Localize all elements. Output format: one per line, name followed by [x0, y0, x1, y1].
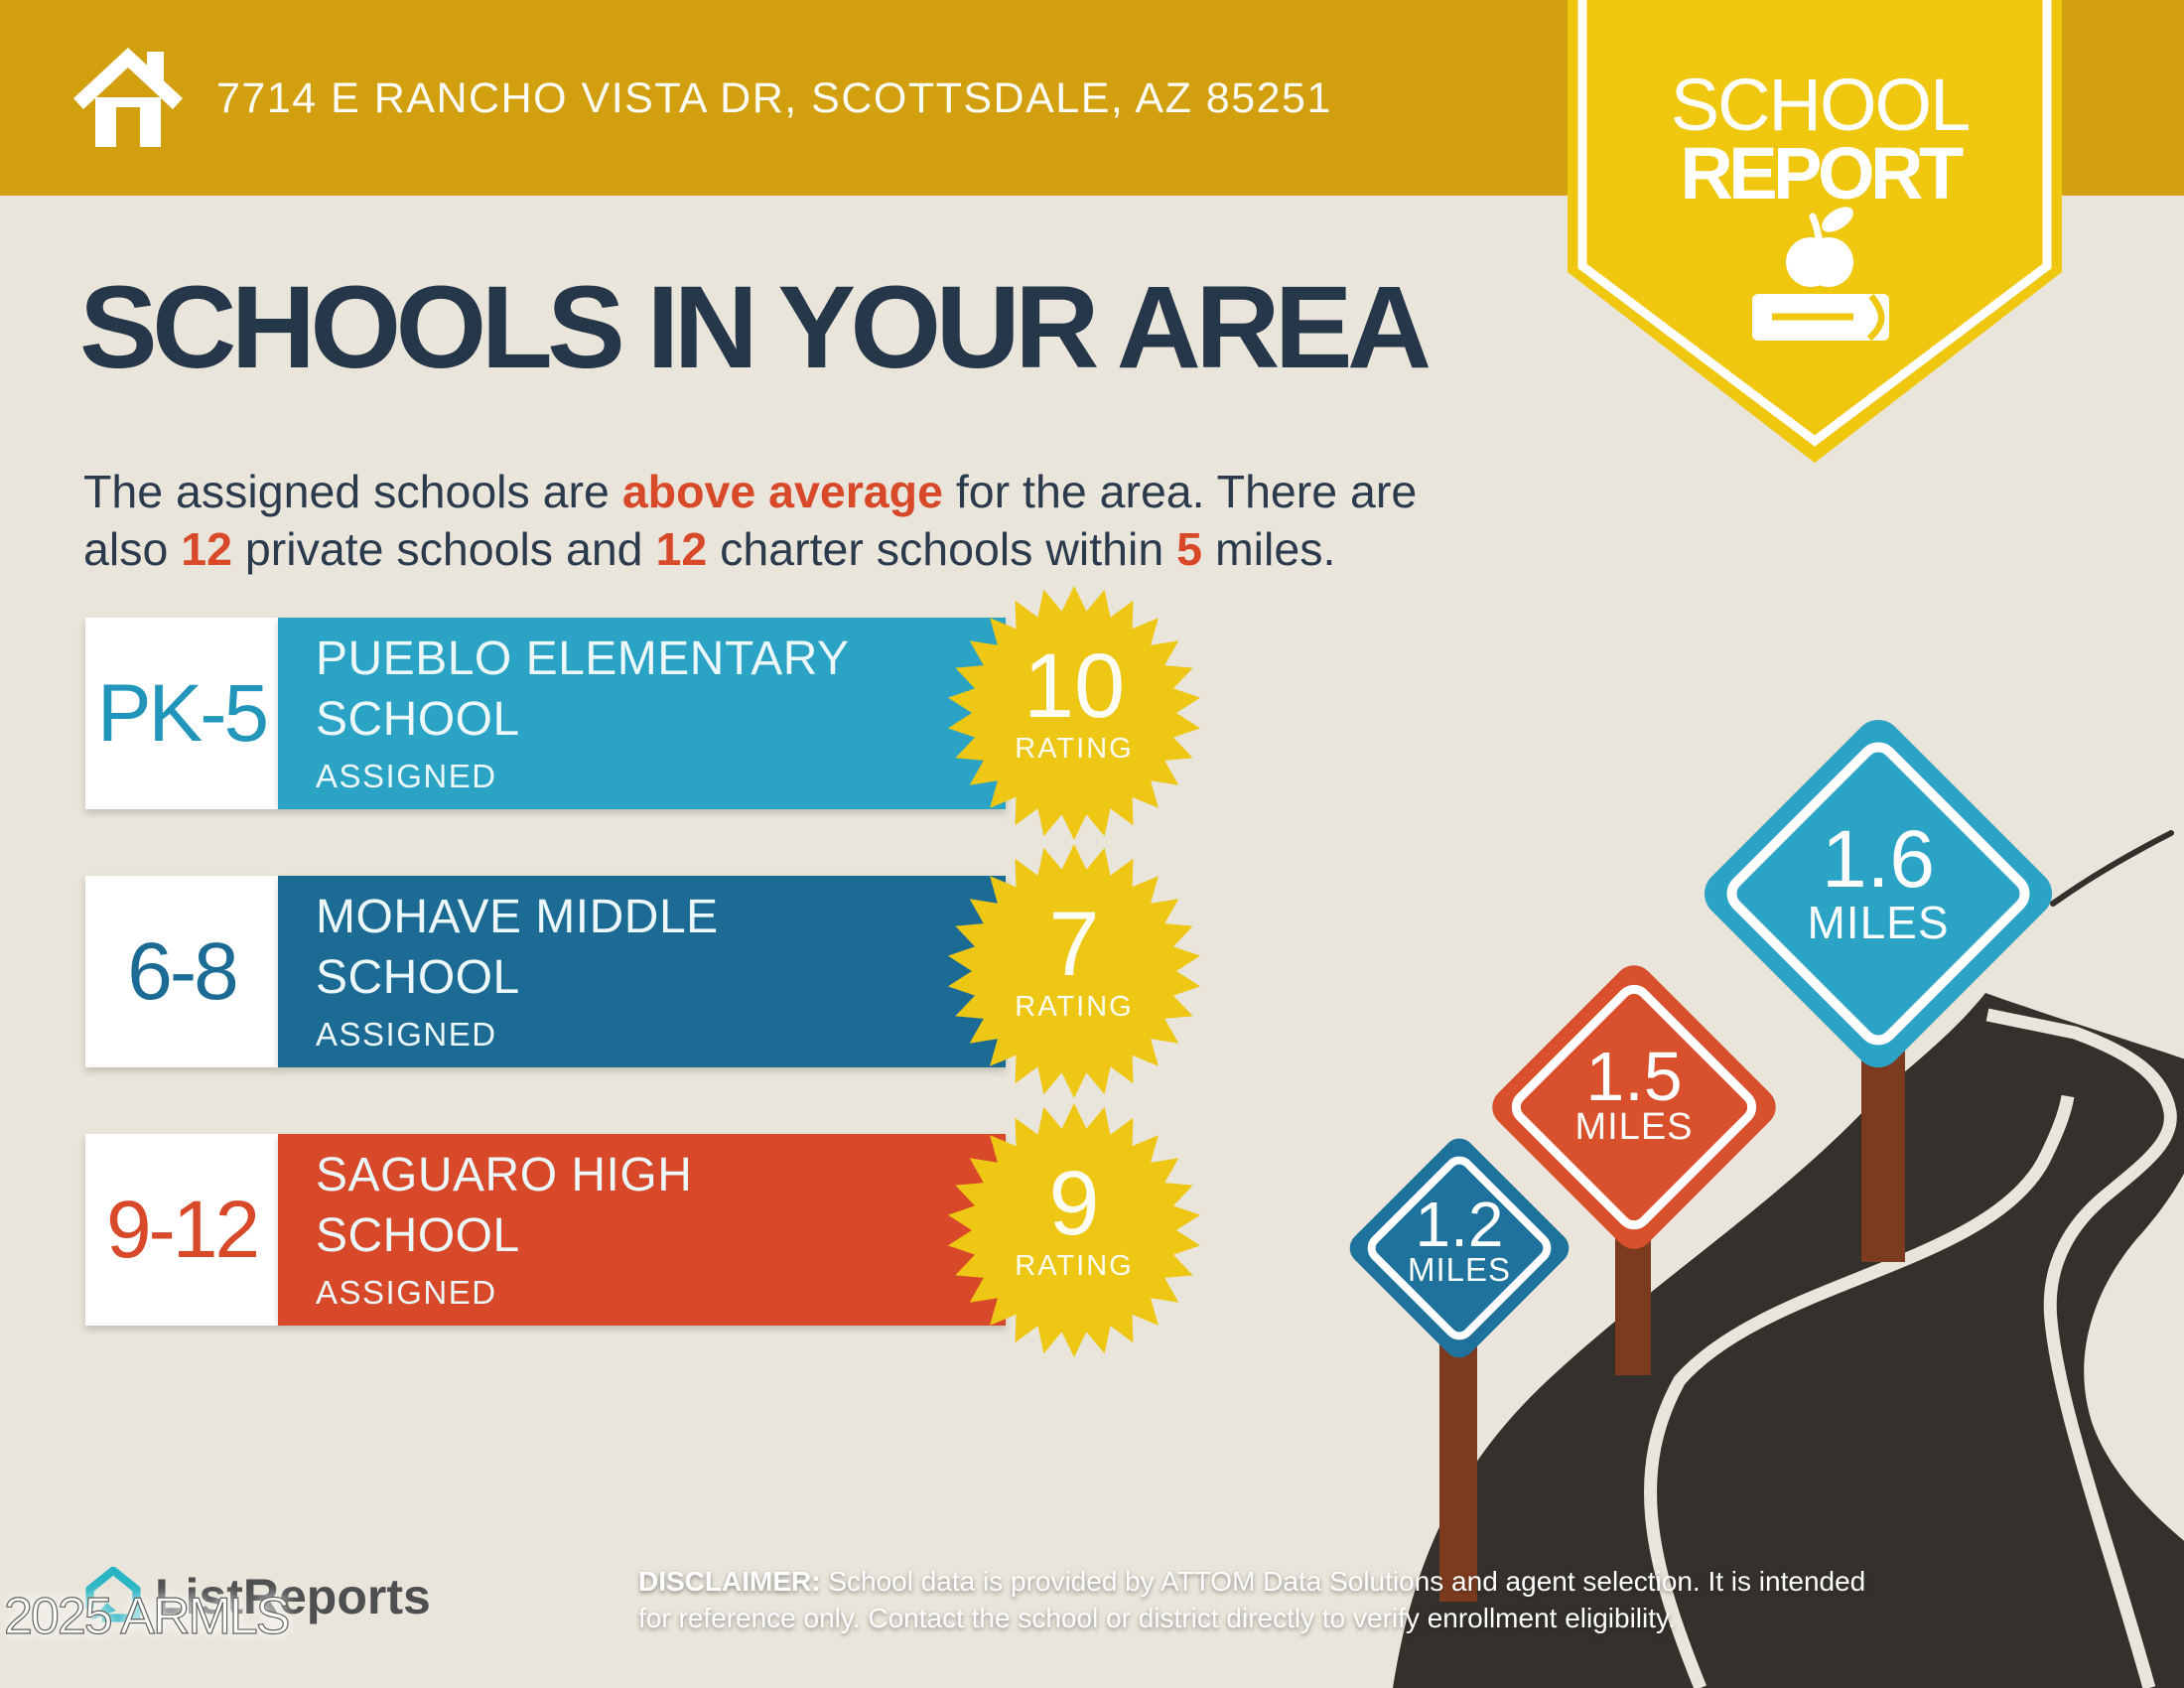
svg-text:REPORT: REPORT: [1680, 132, 1964, 214]
svg-text:RATING: RATING: [1015, 991, 1133, 1023]
svg-text:MILES: MILES: [1408, 1251, 1511, 1288]
svg-text:1.2: 1.2: [1416, 1189, 1504, 1260]
svg-text:RATING: RATING: [1015, 733, 1133, 765]
svg-text:RATING: RATING: [1015, 1250, 1133, 1282]
svg-text:1.6: 1.6: [1822, 814, 1935, 905]
svg-text:7: 7: [1048, 894, 1099, 995]
svg-text:SCHOOL: SCHOOL: [1671, 64, 1970, 146]
svg-text:MILES: MILES: [1807, 897, 1949, 948]
svg-text:9: 9: [1048, 1153, 1099, 1254]
svg-text:1.5: 1.5: [1585, 1038, 1682, 1115]
svg-text:MILES: MILES: [1574, 1106, 1693, 1148]
svg-text:10: 10: [1024, 635, 1125, 737]
